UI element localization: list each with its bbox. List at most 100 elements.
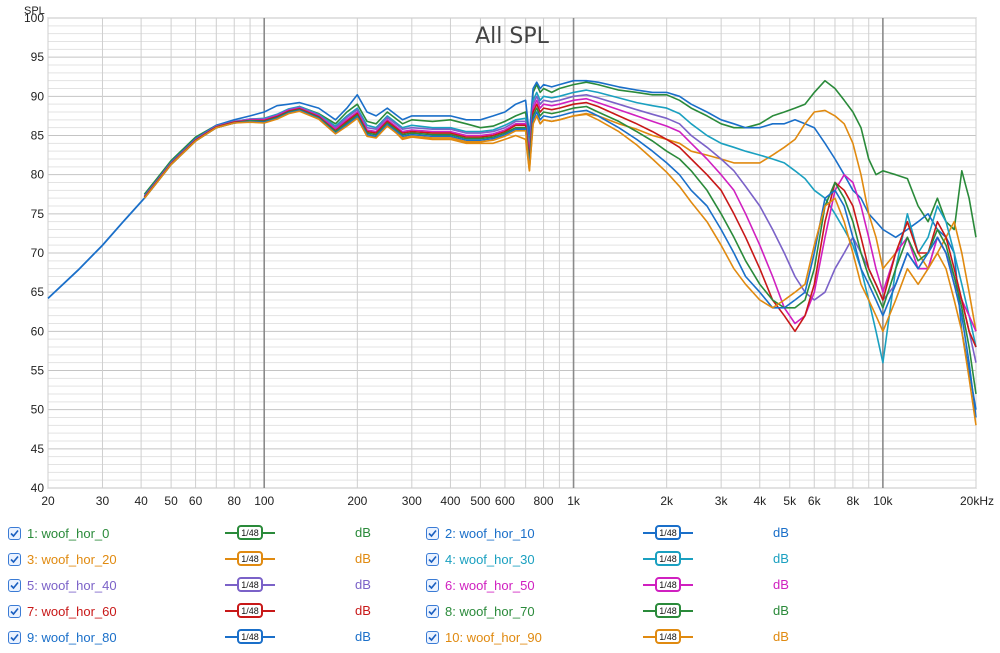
legend-label: 7: woof_hor_60 [27, 603, 117, 619]
y-axis-label: SPL [24, 5, 45, 17]
y-tick-label: 85 [31, 129, 45, 143]
legend-label: 3: woof_hor_20 [27, 551, 117, 567]
unit-label[interactable]: dB [355, 551, 371, 566]
legend-item[interactable]: 8: woof_hor_70 [426, 598, 535, 624]
legend-item[interactable]: 6: woof_hor_50 [426, 572, 535, 598]
line-sample [263, 635, 275, 638]
x-tick-label: 800 [534, 494, 554, 508]
x-tick-label: 2k [660, 494, 674, 508]
smoothing-control[interactable]: 1/48 [225, 551, 275, 566]
unit-label[interactable]: dB [773, 551, 789, 566]
smoothing-label: 1/48 [237, 551, 263, 566]
unit-label[interactable]: dB [355, 603, 371, 618]
legend-item[interactable]: 9: woof_hor_80 [8, 624, 117, 650]
unit-label[interactable]: dB [773, 603, 789, 618]
y-tick-label: 100 [24, 11, 44, 25]
checkbox-checked-icon[interactable] [8, 604, 21, 618]
checkbox-checked-icon[interactable] [426, 552, 439, 566]
smoothing-label: 1/48 [655, 629, 681, 644]
legend-item[interactable]: 1: woof_hor_0 [8, 520, 109, 546]
x-tick-label: 6k [808, 494, 822, 508]
chart-title: All SPL [475, 24, 549, 49]
legend-label: 8: woof_hor_70 [445, 603, 535, 619]
x-tick-label: 100 [254, 494, 274, 508]
x-tick-label: 5k [783, 494, 797, 508]
line-sample [263, 557, 275, 560]
x-tick-label: 4k [753, 494, 767, 508]
y-tick-label: 65 [31, 285, 45, 299]
series-line-woof-hor-70 [143, 105, 977, 395]
y-tick-label: 60 [31, 324, 45, 338]
unit-label[interactable]: dB [355, 629, 371, 644]
checkbox-checked-icon[interactable] [426, 578, 439, 592]
smoothing-control[interactable]: 1/48 [643, 525, 693, 540]
smoothing-label: 1/48 [237, 525, 263, 540]
x-tick-labels: 20 30 40 50 60 80 100 200 300 400 500 600 800 1k 2k 3k 4… [41, 494, 994, 508]
smoothing-control[interactable]: 1/48 [225, 577, 275, 592]
unit-label[interactable]: dB [773, 629, 789, 644]
legend-item[interactable]: 3: woof_hor_20 [8, 546, 117, 572]
x-tick-label: 8k [847, 494, 861, 508]
smoothing-label: 1/48 [237, 603, 263, 618]
smoothing-control[interactable]: 1/48 [225, 525, 275, 540]
line-sample [225, 583, 237, 586]
y-tick-label: 75 [31, 207, 45, 221]
checkbox-checked-icon[interactable] [426, 526, 439, 540]
legend-item[interactable]: 4: woof_hor_30 [426, 546, 535, 572]
smoothing-control[interactable]: 1/48 [643, 603, 693, 618]
line-sample [263, 609, 275, 612]
checkbox-checked-icon[interactable] [426, 604, 439, 618]
line-sample [681, 557, 693, 560]
x-tick-label: 80 [228, 494, 242, 508]
legend-item[interactable]: 7: woof_hor_60 [8, 598, 117, 624]
smoothing-control[interactable]: 1/48 [225, 629, 275, 644]
x-tick-label: 60 [189, 494, 203, 508]
smoothing-control[interactable]: 1/48 [225, 603, 275, 618]
x-tick-label: 200 [347, 494, 367, 508]
smoothing-control[interactable]: 1/48 [643, 577, 693, 592]
line-sample [681, 609, 693, 612]
legend-panel: 1: woof_hor_0 1/48 dB 2: woof_hor_10 1/48 dB 3… [0, 518, 1000, 653]
x-tick-label: 300 [402, 494, 422, 508]
x-tick-label: 10k [873, 494, 893, 508]
smoothing-control[interactable]: 1/48 [643, 629, 693, 644]
legend-item[interactable]: 2: woof_hor_10 [426, 520, 535, 546]
legend-item[interactable]: 10: woof_hor_90 [426, 624, 542, 650]
x-tick-label: 20kHz [960, 494, 994, 508]
smoothing-label: 1/48 [655, 525, 681, 540]
unit-label[interactable]: dB [355, 577, 371, 592]
x-tick-label: 1k [567, 494, 581, 508]
series-line-woof-hor-90 [143, 110, 977, 426]
line-sample [225, 635, 237, 638]
line-sample [681, 635, 693, 638]
y-tick-label: 95 [31, 50, 45, 64]
smoothing-label: 1/48 [237, 577, 263, 592]
checkbox-checked-icon[interactable] [8, 552, 21, 566]
y-tick-label: 50 [31, 403, 45, 417]
series-line-woof-hor-50 [143, 97, 977, 332]
line-sample [225, 557, 237, 560]
checkbox-checked-icon[interactable] [8, 526, 21, 540]
legend-item[interactable]: 5: woof_hor_40 [8, 572, 117, 598]
smoothing-label: 1/48 [237, 629, 263, 644]
y-tick-label: 55 [31, 364, 45, 378]
x-tick-label: 600 [495, 494, 515, 508]
line-sample [263, 583, 275, 586]
legend-label: 9: woof_hor_80 [27, 629, 117, 645]
unit-label[interactable]: dB [773, 525, 789, 540]
unit-label[interactable]: dB [355, 525, 371, 540]
checkbox-checked-icon[interactable] [8, 578, 21, 592]
unit-label[interactable]: dB [773, 577, 789, 592]
chart-grid [47, 17, 977, 489]
line-sample [225, 609, 237, 612]
x-tick-label: 400 [440, 494, 460, 508]
checkbox-checked-icon[interactable] [426, 630, 439, 644]
line-sample [225, 531, 237, 534]
line-sample [643, 635, 655, 638]
line-sample [643, 609, 655, 612]
x-tick-label: 20 [41, 494, 55, 508]
smoothing-control[interactable]: 1/48 [643, 551, 693, 566]
legend-label: 6: woof_hor_50 [445, 577, 535, 593]
x-tick-label: 40 [134, 494, 148, 508]
checkbox-checked-icon[interactable] [8, 630, 21, 644]
